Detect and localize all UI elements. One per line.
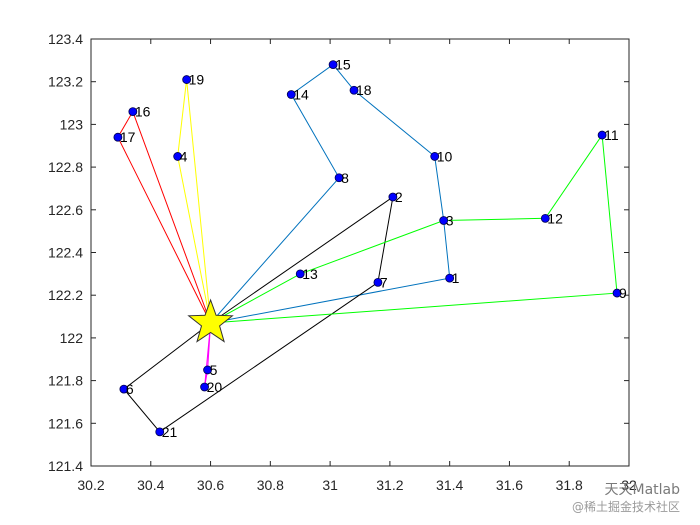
customer-label: 20 xyxy=(207,379,223,395)
x-tick-label: 30.8 xyxy=(257,477,284,493)
x-tick-label: 31.8 xyxy=(556,477,583,493)
x-tick-label: 31.4 xyxy=(436,477,463,493)
customer-marker xyxy=(200,382,209,392)
customer-label: 9 xyxy=(619,285,627,301)
customer-marker xyxy=(373,277,383,287)
y-tick-label: 122.6 xyxy=(48,202,83,218)
customer-marker xyxy=(128,107,138,116)
x-tick-label: 30.4 xyxy=(137,477,164,493)
x-tick-label: 32 xyxy=(621,477,637,493)
customer-label: 21 xyxy=(162,424,178,440)
x-tick-label: 31.2 xyxy=(376,477,403,493)
y-tick-label: 121.6 xyxy=(48,415,83,431)
customer-marker xyxy=(334,173,344,183)
customer-marker xyxy=(540,213,550,223)
route-lines xyxy=(117,63,618,433)
customer-label: 5 xyxy=(210,362,218,378)
route-line-2 xyxy=(123,195,394,433)
customer-marker xyxy=(113,132,123,142)
axis-ticks: 30.2 30.4 30.6 30.8 31 31.2 31.4 31.6 31.8 32121.… xyxy=(48,31,637,493)
customer-label: 6 xyxy=(126,381,134,397)
route-line-3 xyxy=(210,133,618,324)
axes-frame xyxy=(90,38,630,467)
customer-marker xyxy=(295,269,305,279)
customer-label: 2 xyxy=(395,189,403,205)
customer-marker xyxy=(182,75,192,84)
depot-marker xyxy=(187,298,234,343)
customer-label: 11 xyxy=(604,127,619,143)
customer-label: 10 xyxy=(437,148,453,164)
customer-marker xyxy=(119,384,129,394)
route-line-6 xyxy=(204,322,212,388)
y-tick-label: 122.4 xyxy=(48,245,83,261)
customer-label: 7 xyxy=(380,274,388,290)
customer-marker xyxy=(597,130,607,140)
customer-label: 17 xyxy=(120,129,136,145)
customer-label: 13 xyxy=(302,266,318,282)
x-tick-label: 30.6 xyxy=(197,477,224,493)
y-tick-label: 121.4 xyxy=(48,458,83,474)
route-line-4 xyxy=(117,110,212,324)
customer-label: 3 xyxy=(446,212,454,228)
route-line-5 xyxy=(177,79,212,324)
watermark-subtitle: @稀土掘金技术社区 xyxy=(571,499,680,514)
y-tick-label: 122.2 xyxy=(48,287,83,303)
y-tick-label: 123.4 xyxy=(48,31,83,47)
customer-marker xyxy=(328,60,338,70)
customer-label: 15 xyxy=(335,57,351,73)
route-line-1 xyxy=(210,63,451,324)
customer-marker xyxy=(173,152,183,161)
customer-marker xyxy=(430,152,440,161)
y-tick-label: 123.2 xyxy=(48,74,83,90)
y-tick-label: 122.8 xyxy=(48,159,83,175)
customer-label: 18 xyxy=(356,82,372,98)
x-tick-label: 31.6 xyxy=(496,477,523,493)
customer-label: 19 xyxy=(189,72,205,88)
customer-marker xyxy=(388,192,398,202)
customer-label: 14 xyxy=(293,87,309,103)
customer-marker xyxy=(349,85,359,95)
customer-marker xyxy=(612,288,622,298)
customer-marker xyxy=(203,365,212,375)
y-tick-label: 122 xyxy=(60,330,84,346)
watermark: 天天Matlab @稀土掘金技术社区 xyxy=(572,482,680,515)
customer-marker xyxy=(155,427,165,437)
y-tick-label: 121.8 xyxy=(48,373,83,389)
y-tick-label: 123 xyxy=(60,116,84,132)
x-tick-label: 31 xyxy=(322,477,338,493)
customer-marker xyxy=(445,273,455,283)
x-tick-label: 30.2 xyxy=(77,477,104,493)
customer-label: 8 xyxy=(341,170,349,186)
customer-label: 4 xyxy=(180,148,188,164)
watermark-title: 天天Matlab xyxy=(604,482,680,498)
depot-star xyxy=(187,298,234,343)
customer-label: 1 xyxy=(452,270,460,286)
customer-label: 12 xyxy=(547,210,563,226)
customer-marker xyxy=(286,90,296,99)
customer-label: 16 xyxy=(135,104,151,120)
customer-marker xyxy=(439,216,449,225)
